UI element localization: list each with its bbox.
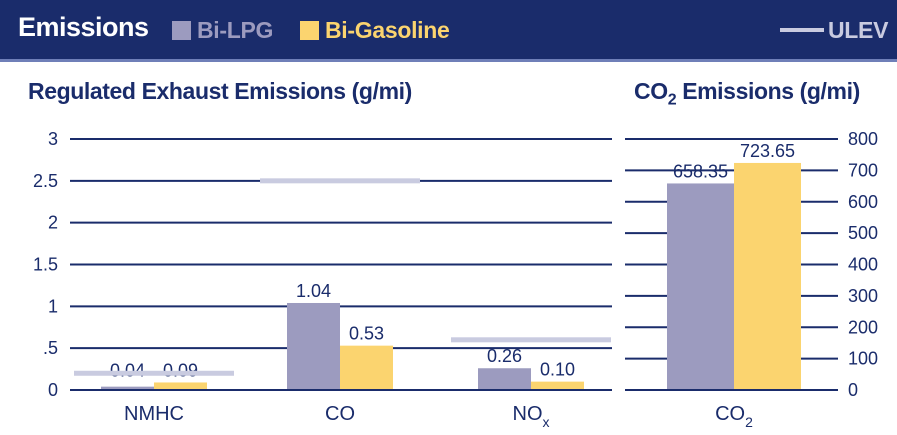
ytick-label-left: 0 [48, 380, 58, 400]
legend-line-ulev [780, 28, 824, 32]
category-label-co: CO [325, 403, 355, 425]
data-label: 658.35 [673, 161, 728, 181]
bar-nmhc-gasoline [154, 382, 207, 390]
ytick-label-right: 300 [848, 286, 878, 306]
page-title: Emissions [18, 12, 149, 42]
legend-item-gasoline: Bi-Gasoline [300, 16, 450, 44]
ytick-label-right: 800 [848, 129, 878, 149]
legend-swatch-gasoline [300, 20, 319, 40]
data-label: 0.26 [487, 346, 522, 366]
ytick-label-right: 700 [848, 160, 878, 180]
ytick-label-right: 500 [848, 223, 878, 243]
bar-co-lpg [287, 302, 340, 390]
ytick-label-right: 100 [848, 349, 878, 369]
legend-label-gasoline: Bi-Gasoline [325, 16, 450, 43]
category-label-nox: NOx [513, 403, 550, 430]
bar-nox-lpg [478, 368, 531, 390]
ulev-line-nmhc [74, 370, 234, 376]
data-label: 0.04 [110, 360, 145, 380]
ytick-label-left: .5 [43, 338, 58, 358]
legend-item-lpg: Bi-LPG [172, 16, 273, 44]
category-label-co2: CO2 [715, 403, 753, 430]
legend-swatch-lpg [172, 20, 191, 40]
ulev-line-nox [451, 337, 611, 343]
bar-co2-gasoline [734, 162, 801, 390]
data-label: 1.04 [296, 281, 331, 301]
bar-co2-lpg [667, 183, 734, 390]
ytick-label-right: 600 [848, 192, 878, 212]
ytick-label-left: 1 [48, 296, 58, 316]
data-label: 0.10 [540, 360, 575, 380]
legend-item-ulev: ULEV [780, 16, 888, 44]
ytick-label-right: 200 [848, 317, 878, 337]
ulev-line-co [260, 178, 420, 184]
bar-nmhc-lpg [101, 386, 154, 390]
ytick-label-left: 2.5 [33, 171, 58, 191]
chart-title-co2: CO2 Emissions (g/mi) [634, 78, 860, 109]
ytick-label-right: 400 [848, 255, 878, 275]
ytick-label-left: 1.5 [33, 255, 58, 275]
bar-co-gasoline [340, 345, 393, 390]
chart-title-regulated: Regulated Exhaust Emissions (g/mi) [28, 78, 412, 104]
ytick-label-left: 2 [48, 213, 58, 233]
ytick-label-left: 3 [48, 129, 58, 149]
legend-label-lpg: Bi-LPG [197, 16, 274, 43]
category-label-nmhc: NMHC [124, 403, 184, 425]
bar-nox-gasoline [531, 381, 584, 390]
ytick-label-right: 0 [848, 380, 858, 400]
data-label: 723.65 [740, 141, 795, 161]
data-label: 0.53 [349, 324, 384, 344]
legend-label-ulev: ULEV [828, 16, 889, 43]
header-bar: Emissions Bi-LPG Bi-Gasoline ULEV [0, 0, 897, 62]
data-label: 0.09 [163, 360, 198, 380]
